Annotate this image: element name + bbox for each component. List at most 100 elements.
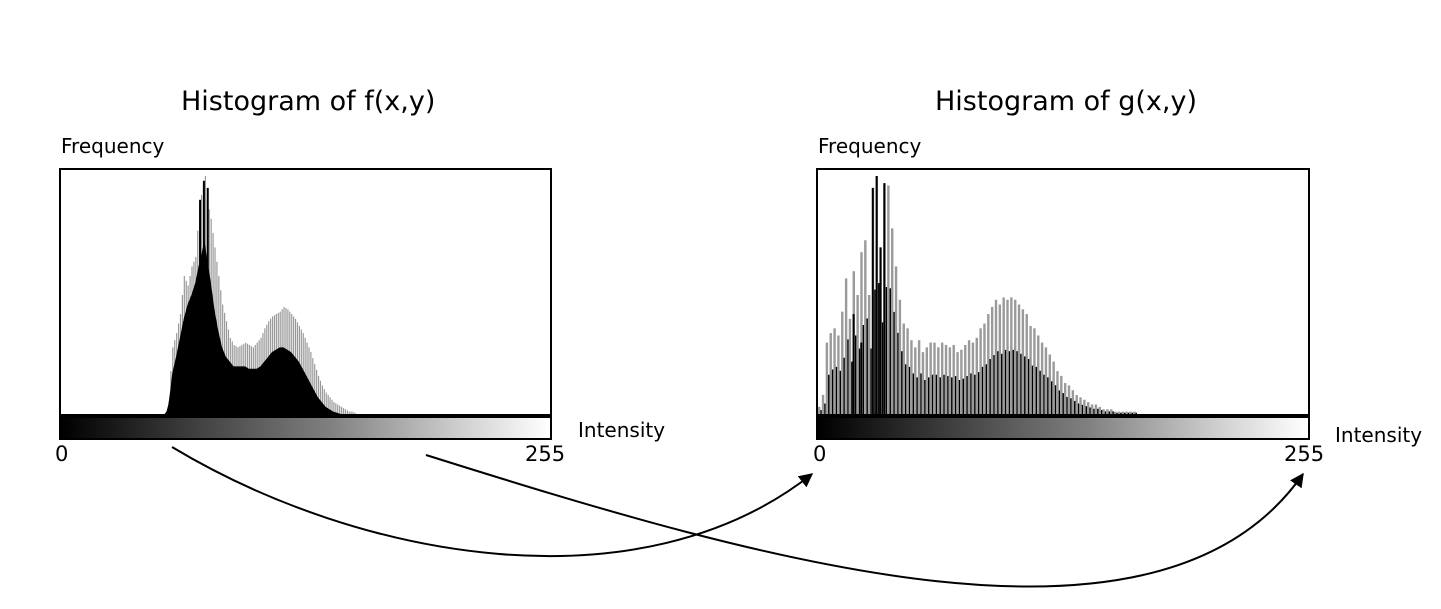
- histogram-bar-edge: [1001, 353, 1003, 414]
- histogram-bar-edge: [904, 364, 907, 414]
- x-axis-label-g: Intensity: [1335, 423, 1423, 447]
- histogram-bar: [917, 340, 921, 414]
- histogram-bar: [860, 252, 863, 414]
- histogram-bar: [1056, 371, 1059, 414]
- histogram-bar: [1002, 297, 1005, 414]
- histogram-bar: [339, 405, 341, 414]
- chart-title-f: Histogram of f(x,y): [181, 86, 436, 117]
- histogram-spike: [202, 180, 205, 414]
- histogram-bar: [327, 394, 329, 414]
- histogram-bar: [317, 375, 320, 414]
- chart-title-g: Histogram of g(x,y): [935, 86, 1197, 117]
- bars-f: [164, 176, 356, 414]
- histogram-bar-edge: [1074, 400, 1076, 414]
- histogram-bar-edge: [835, 366, 838, 414]
- histogram-bar-edge: [951, 377, 953, 414]
- histogram-bar-edge: [908, 366, 911, 414]
- histogram-bar: [983, 323, 986, 414]
- histogram-bar: [323, 389, 325, 414]
- histogram-bar: [1067, 385, 1071, 414]
- histogram-bar-edge: [1070, 398, 1072, 414]
- plot-area-g: [816, 168, 1310, 416]
- histogram-bar-edge: [912, 373, 915, 414]
- histogram-bar: [1094, 404, 1098, 414]
- histogram-bar: [914, 347, 917, 414]
- histogram-bar-edge: [916, 377, 918, 414]
- histogram-bar-edge: [1104, 411, 1107, 414]
- histogram-bar: [1117, 411, 1121, 414]
- histogram-bar-edge: [1093, 408, 1095, 414]
- histogram-bar: [1010, 297, 1013, 414]
- histogram-bar: [960, 349, 963, 414]
- histogram-bar-edge: [989, 359, 991, 414]
- histogram-bar-edge: [997, 351, 999, 414]
- histogram-bar-edge: [970, 373, 972, 414]
- histogram-bar: [818, 406, 821, 414]
- histogram-bar: [867, 295, 871, 414]
- histogram-bar: [1083, 399, 1086, 414]
- histogram-bar: [837, 335, 840, 414]
- histogram-bar-edge: [958, 379, 961, 414]
- histogram-bar: [340, 406, 343, 414]
- histogram-bar: [1063, 383, 1067, 414]
- y-axis-label-g: Frequency: [818, 134, 922, 158]
- histogram-spike: [871, 187, 874, 414]
- bars-g: [818, 176, 1137, 414]
- histogram-bar: [891, 228, 894, 414]
- histogram-bar-edge: [1062, 393, 1064, 414]
- histogram-spike: [206, 187, 209, 414]
- histogram-bar: [350, 411, 352, 414]
- histogram-bar: [971, 342, 975, 414]
- histogram-bar-edge: [1135, 412, 1137, 414]
- histogram-bar: [1125, 411, 1128, 414]
- histogram-bar: [944, 344, 948, 414]
- histogram-bar-edge: [1043, 374, 1045, 414]
- histogram-bar: [1025, 314, 1028, 414]
- histogram-bar-edge: [878, 283, 880, 414]
- histogram-bar-edge: [1089, 407, 1091, 414]
- histogram-bar-edge: [881, 322, 884, 414]
- histogram-bar: [1060, 375, 1063, 414]
- histogram-bar: [1033, 328, 1036, 414]
- histogram-bar-edge: [1085, 406, 1087, 414]
- histogram-bar-edge: [939, 377, 941, 414]
- histogram-bar-edge: [847, 339, 849, 414]
- histogram-bar: [825, 342, 829, 414]
- histogram-bar-edge: [1116, 412, 1118, 414]
- histogram-bar-edge: [1039, 370, 1041, 414]
- histogram-bar-edge: [1077, 403, 1080, 414]
- histogram-bar: [1079, 397, 1082, 414]
- histogram-bar: [1052, 361, 1055, 414]
- histogram-bar: [987, 314, 990, 414]
- histogram-bar: [1006, 299, 1009, 414]
- histogram-bar: [1029, 325, 1032, 414]
- histogram-bar-edge: [1035, 366, 1038, 414]
- histogram-bar: [841, 311, 844, 414]
- histogram-bar-edge: [1100, 410, 1103, 414]
- histogram-bar-edge: [1027, 359, 1030, 414]
- histogram-bar-edge: [1108, 411, 1111, 414]
- histogram-bar-edge: [866, 318, 868, 414]
- histogram-bar: [844, 278, 848, 414]
- histogram-bar-edge: [839, 370, 842, 414]
- histogram-bar: [316, 369, 318, 414]
- histogram-bar: [346, 410, 348, 414]
- histogram-bar-edge: [1008, 351, 1011, 414]
- histogram-bar: [331, 399, 333, 414]
- histogram-bar-edge: [985, 364, 988, 414]
- histogram-bar: [964, 344, 967, 414]
- histogram-bar: [342, 408, 345, 414]
- histogram-bar: [1037, 335, 1040, 414]
- histogram-bar: [940, 342, 944, 414]
- histogram-bar: [933, 342, 936, 414]
- histogram-bar: [354, 412, 356, 414]
- histogram-bar: [335, 403, 337, 414]
- histogram-bar: [894, 266, 898, 414]
- histogram-bar-edge: [1020, 353, 1022, 414]
- histogram-bar-edge: [862, 324, 865, 414]
- histogram-bar: [1040, 342, 1044, 414]
- histogram-bar-edge: [1097, 408, 1099, 414]
- histogram-bar-edge: [851, 361, 853, 414]
- histogram-bar: [910, 340, 913, 414]
